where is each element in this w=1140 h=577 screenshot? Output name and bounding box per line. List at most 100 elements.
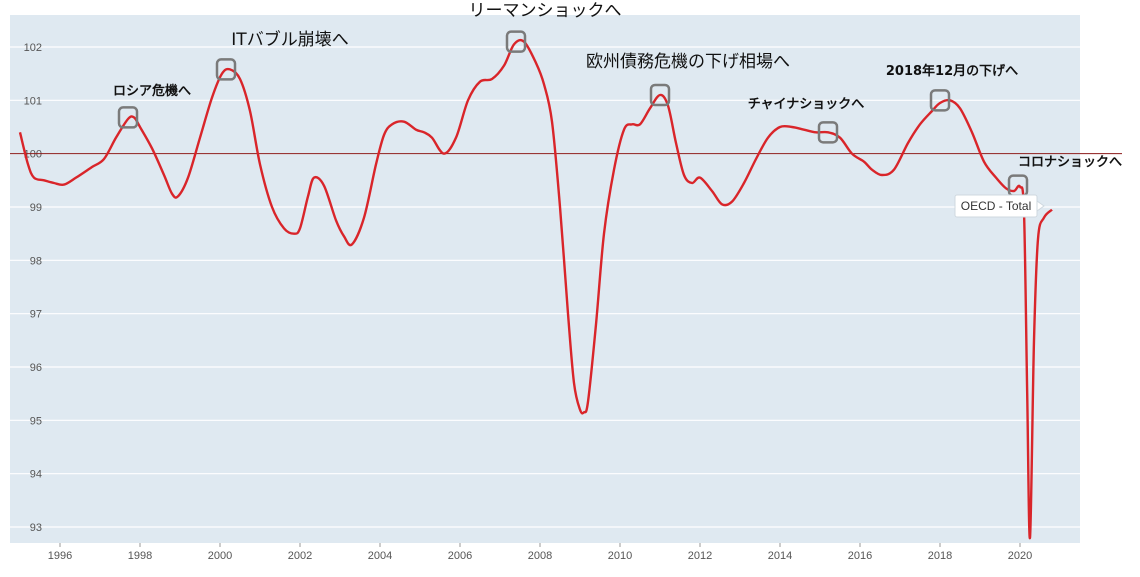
data-point (115, 136, 118, 139)
data-point (567, 312, 570, 315)
data-point (43, 179, 46, 182)
data-point (699, 176, 702, 179)
data-point (127, 118, 130, 121)
data-point (939, 102, 942, 105)
data-point (513, 43, 516, 46)
annotation-marker (215, 58, 237, 81)
data-point (187, 176, 190, 179)
data-point (583, 411, 586, 414)
data-point (403, 120, 406, 123)
tooltip: OECD - Total (954, 194, 1045, 218)
data-point (171, 192, 174, 195)
data-point (683, 174, 686, 177)
plot-area (10, 15, 1080, 543)
data-point (335, 219, 338, 222)
data-point (919, 123, 922, 126)
data-point (423, 131, 426, 134)
data-point (479, 80, 482, 83)
data-point (1005, 187, 1008, 190)
x-axis-ticks: 1996 1998 2000 2002 2004 2006 2008 2010 2012 2014… (48, 543, 1032, 562)
data-point (177, 195, 180, 198)
data-point (211, 96, 214, 99)
annotation-marker (117, 106, 139, 129)
data-point (467, 99, 470, 102)
data-point (827, 131, 830, 134)
data-point (543, 83, 546, 86)
data-point (299, 227, 302, 230)
data-point (1033, 339, 1036, 342)
x-tick-label: 2000 (208, 550, 232, 562)
data-point (1019, 185, 1022, 188)
annotation-label: チャイナショックへ (748, 97, 865, 112)
data-point (103, 158, 106, 161)
data-point (603, 232, 606, 235)
annotation-label: コロナショックへ (1018, 155, 1122, 170)
data-point (221, 72, 224, 75)
data-point (139, 126, 142, 129)
data-point (75, 176, 78, 179)
data-point (659, 94, 662, 97)
series-line-oecd-total[interactable] (18, 38, 1053, 540)
data-point (375, 163, 378, 166)
data-point (163, 174, 166, 177)
data-point (443, 152, 446, 155)
data-point (893, 168, 896, 171)
data-point (535, 62, 538, 65)
data-point (971, 131, 974, 134)
y-tick-label: 99 (30, 202, 42, 214)
data-point (743, 182, 746, 185)
x-tick-label: 2006 (448, 550, 472, 562)
data-point (587, 400, 590, 403)
data-point (1037, 238, 1040, 241)
data-point (871, 168, 874, 171)
y-tick-label: 100 (24, 149, 42, 161)
data-point (649, 107, 652, 110)
data-point (33, 176, 36, 179)
x-tick-label: 2018 (928, 550, 952, 562)
data-point (199, 136, 202, 139)
data-point (755, 158, 758, 161)
data-point (323, 184, 326, 187)
y-tick-label: 98 (30, 255, 42, 267)
data-point (249, 110, 252, 113)
data-point (503, 64, 506, 67)
data-point (415, 128, 418, 131)
data-point (711, 190, 714, 193)
data-point (863, 160, 866, 163)
data-point (1026, 392, 1029, 395)
data-point (351, 243, 354, 246)
x-tick-label: 1996 (48, 550, 72, 562)
annotations: ロシア危機へ ITバブル崩壊へ リーマンショックへ欧州債務危機の下げ相場へチャイナシ… (113, 1, 1122, 197)
annotation-label: ロシア危機へ (113, 83, 191, 99)
data-point (559, 206, 562, 209)
y-tick-label: 96 (30, 362, 42, 374)
data-point (623, 128, 626, 131)
x-tick-label: 2002 (288, 550, 312, 562)
x-tick-label: 2020 (1008, 550, 1032, 562)
data-point (363, 216, 366, 219)
data-point (1013, 190, 1016, 193)
data-point (767, 136, 770, 139)
data-point (53, 182, 56, 185)
annotation-label: ITバブル崩壊へ (231, 29, 348, 50)
data-point (779, 126, 782, 129)
data-point (63, 183, 66, 186)
data-point (595, 323, 598, 326)
data-point (307, 195, 310, 198)
data-point (983, 160, 986, 163)
data-point (343, 235, 346, 238)
x-tick-label: 2016 (848, 550, 872, 562)
x-tick-label: 2010 (608, 550, 632, 562)
data-point (995, 176, 998, 179)
data-point (691, 182, 694, 185)
data-point (391, 123, 394, 126)
data-point (259, 163, 262, 166)
data-point (383, 134, 386, 137)
data-point (19, 131, 22, 134)
data-point (229, 68, 232, 71)
x-tick-label: 2004 (368, 550, 392, 562)
annotation-label: 2018年12月の下げへ (886, 63, 1018, 79)
data-point (907, 142, 910, 145)
data-point (881, 174, 884, 177)
data-point (431, 136, 434, 139)
